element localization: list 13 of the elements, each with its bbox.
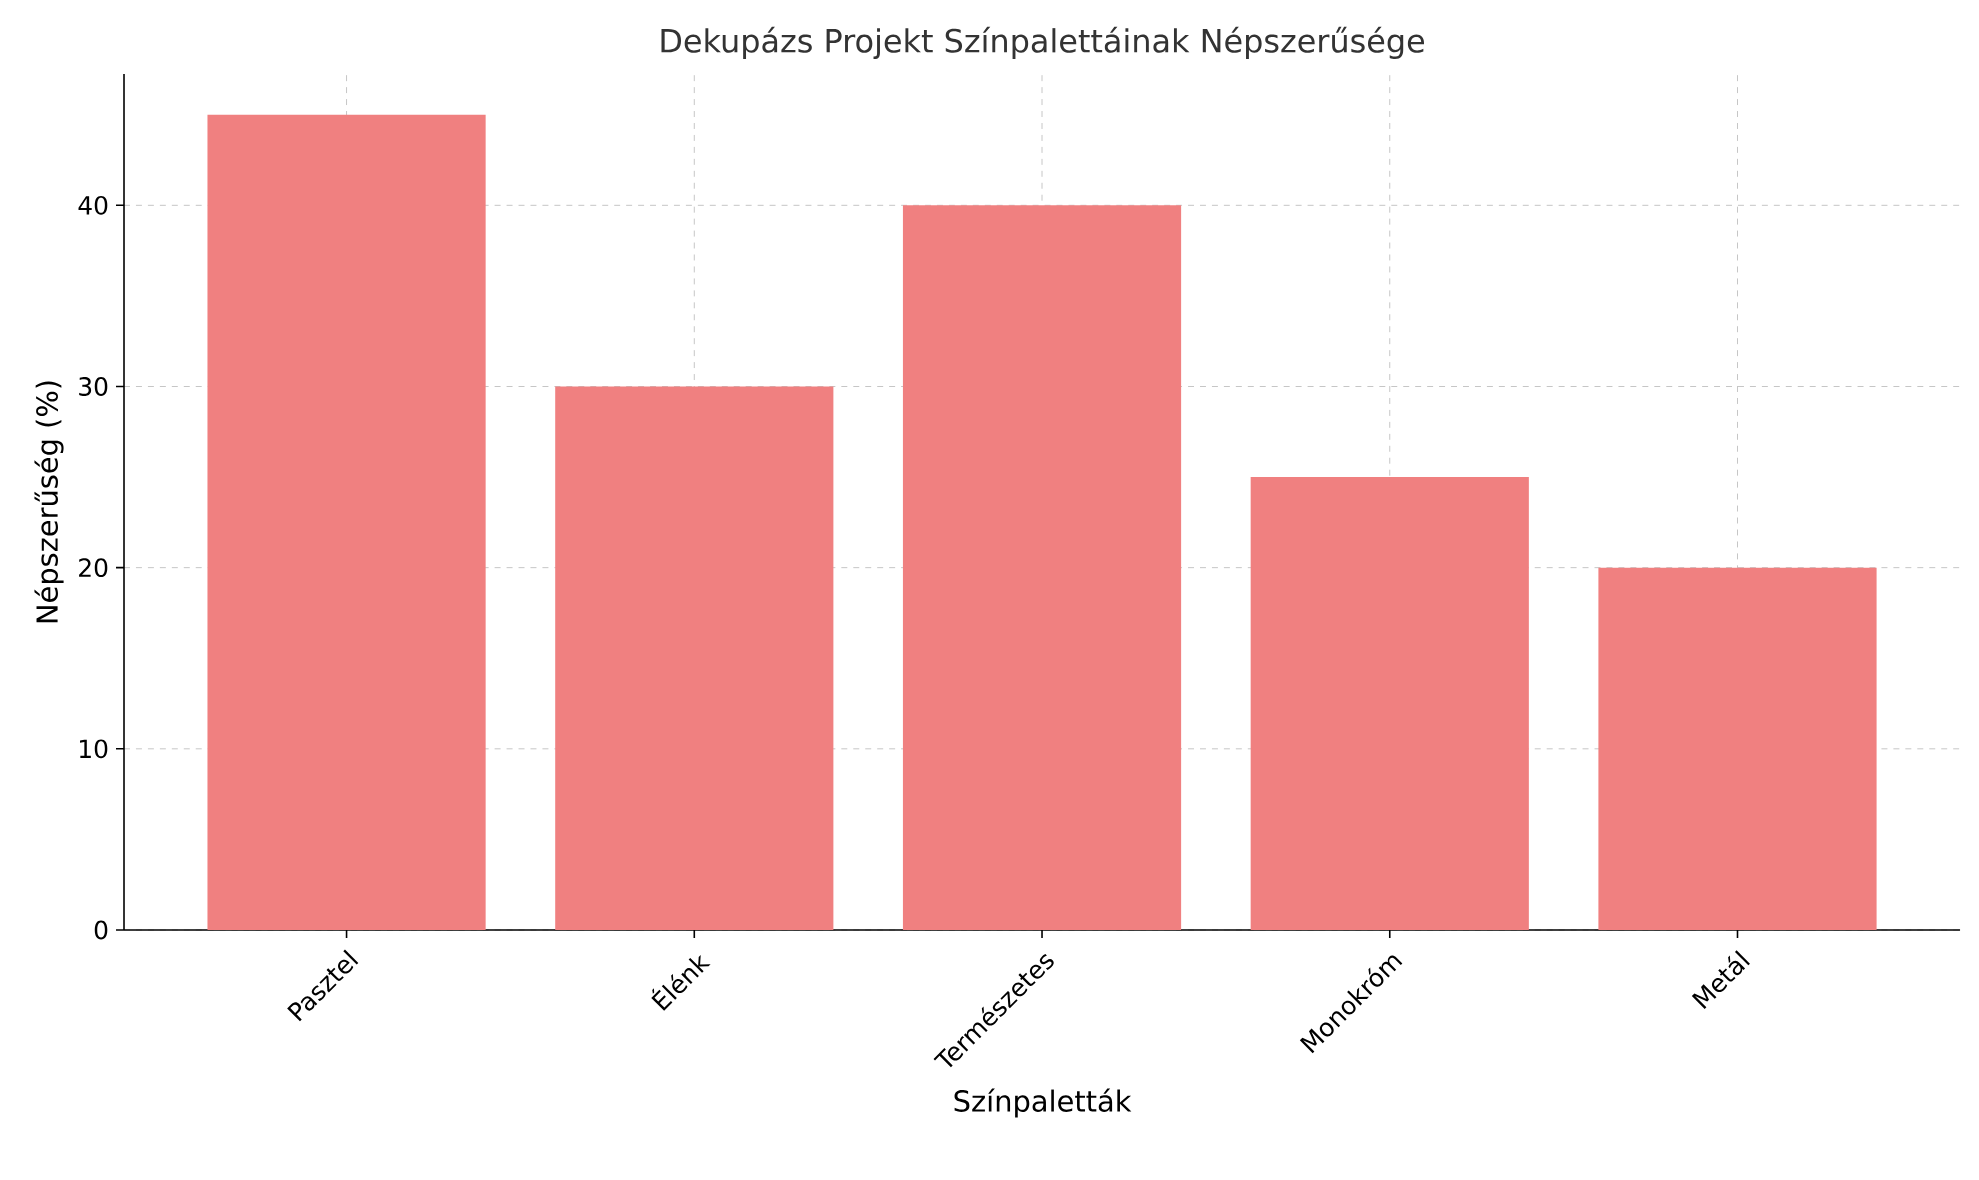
y-tick-label: 30 <box>79 377 108 396</box>
chart-title: Dekupázs Projekt Színpalettáinak Népszerűsége <box>661 26 1425 59</box>
y-tick-label: 0 <box>94 920 108 940</box>
y-tick-label: 20 <box>79 558 108 578</box>
y-tick-label: 10 <box>80 739 108 759</box>
bar <box>555 386 834 930</box>
y-tick-label: 40 <box>78 195 108 215</box>
bar <box>207 114 486 930</box>
y-axis-title: Népszerűség (%) <box>34 381 64 623</box>
bar <box>1250 477 1529 930</box>
bar <box>1598 567 1877 930</box>
bar <box>902 205 1182 930</box>
x-axis-title: Színpaletták <box>954 1088 1132 1118</box>
